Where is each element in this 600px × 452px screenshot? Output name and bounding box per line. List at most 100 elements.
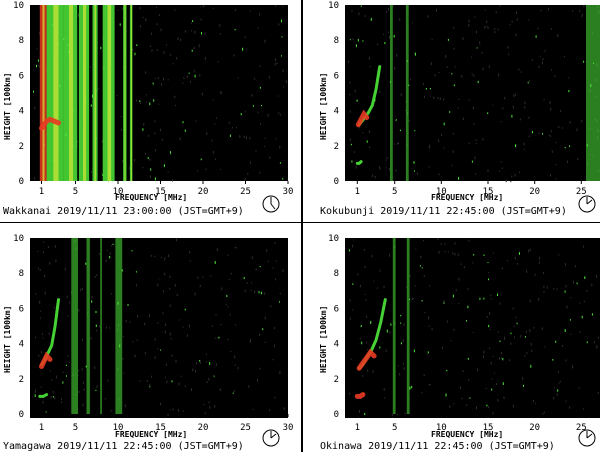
interference-band-core	[107, 5, 112, 181]
y-ticks: 0 2 4 6 8 10	[328, 1, 339, 187]
noise-speck	[408, 84, 410, 86]
noise-speck	[434, 74, 436, 77]
noise-speck	[446, 66, 448, 68]
y-tick-label: 4	[19, 340, 24, 350]
noise-speck	[398, 142, 399, 145]
noise-speck	[227, 306, 229, 308]
noise-speck	[257, 27, 259, 29]
echo-trace	[39, 351, 53, 369]
noise-speck	[105, 259, 107, 263]
noise-speck	[349, 392, 351, 395]
noise-speck	[454, 252, 456, 256]
noise-speck	[386, 329, 388, 333]
x-axis-label: FREQUENCY [MHz]	[115, 430, 187, 439]
noise-speck	[109, 327, 111, 329]
noise-speck	[579, 10, 581, 12]
noise-speck	[453, 26, 455, 29]
noise-speck	[516, 18, 518, 21]
noise-speck	[530, 342, 532, 346]
noise-speck	[212, 150, 214, 154]
noise-speck	[490, 294, 492, 297]
noise-speck	[362, 375, 364, 377]
noise-speck	[212, 99, 214, 101]
noise-speck	[156, 49, 158, 51]
noise-speck	[578, 387, 580, 389]
noise-speck	[37, 250, 39, 252]
noise-speck	[281, 36, 283, 38]
noise-speck	[479, 41, 481, 45]
noise-speck	[199, 73, 201, 77]
x-ticks: 1 5 10 15 20 25	[355, 181, 587, 197]
noise-speck	[139, 101, 141, 105]
x-tick-label: 5	[392, 423, 397, 433]
noise-speck	[457, 107, 459, 109]
noise-speck	[360, 325, 362, 328]
noise-speck	[80, 288, 82, 292]
noise-speck	[364, 15, 366, 17]
noise-speck	[143, 123, 145, 126]
y-tick-label: 0	[334, 410, 339, 420]
interference-band	[390, 5, 393, 181]
noise-speck	[172, 408, 174, 411]
noise-speck	[144, 152, 146, 155]
noise-speck	[487, 26, 489, 29]
noise-speck	[158, 103, 160, 105]
noise-speck	[209, 362, 211, 365]
noise-speck	[180, 375, 182, 377]
noise-speck	[488, 271, 490, 273]
noise-speck	[45, 411, 47, 413]
noise-speck	[139, 7, 141, 10]
noise-speck	[189, 80, 191, 83]
noise-speck	[357, 273, 359, 276]
noise-speck	[591, 283, 593, 287]
noise-speck	[379, 346, 381, 349]
noise-speck	[469, 397, 471, 399]
noise-speck	[170, 151, 171, 154]
noise-speck	[511, 114, 513, 118]
noise-speck	[227, 338, 229, 341]
noise-speck	[367, 369, 369, 372]
noise-speck	[154, 255, 156, 258]
noise-speck	[270, 305, 272, 308]
noise-speck	[538, 132, 540, 135]
noise-speck	[596, 345, 598, 348]
noise-speck	[82, 338, 83, 342]
noise-speck	[109, 255, 111, 259]
noise-speck	[273, 344, 275, 348]
noise-speck	[186, 334, 188, 337]
noise-speck	[220, 91, 222, 95]
noise-speck	[554, 387, 556, 389]
noise-speck	[475, 139, 477, 141]
noise-speck	[438, 251, 440, 254]
noise-speck	[201, 92, 203, 96]
noise-speck	[557, 34, 559, 37]
noise-speck	[154, 177, 156, 181]
noise-speck	[99, 325, 101, 328]
noise-speck	[151, 375, 153, 378]
noise-speck	[492, 252, 494, 254]
noise-speck	[171, 380, 173, 383]
noise-speck	[542, 58, 544, 61]
noise-speck	[371, 254, 373, 258]
noise-speck	[217, 336, 219, 339]
noise-speck	[453, 84, 455, 87]
noise-speck	[482, 138, 484, 141]
y-axis-label: HEIGHT [100km]	[319, 73, 328, 140]
noise-speck	[399, 129, 401, 132]
noise-speck	[250, 289, 252, 291]
noise-speck	[364, 293, 366, 295]
noise-speck	[208, 401, 210, 404]
noise-speck	[42, 251, 44, 254]
caption: Okinawa 2019/11/11 22:45:00 (JST=GMT+9)	[320, 441, 555, 452]
noise-speck	[486, 20, 488, 23]
noise-speck	[110, 409, 112, 412]
noise-speck	[476, 143, 478, 145]
noise-speck	[527, 81, 529, 84]
noise-speck	[282, 269, 284, 272]
noise-speck	[129, 321, 131, 323]
noise-speck	[65, 364, 67, 366]
noise-speck	[249, 137, 251, 140]
noise-speck	[564, 290, 566, 293]
interference-band-core	[69, 5, 74, 181]
noise-speck	[112, 243, 114, 245]
